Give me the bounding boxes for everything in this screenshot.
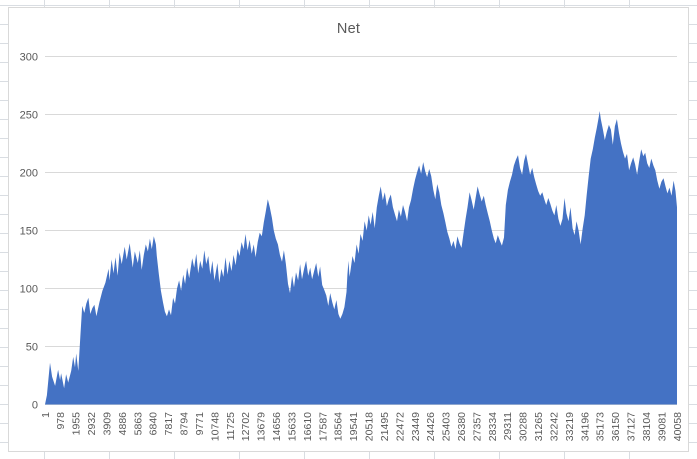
x-axis-label: 13679 xyxy=(256,412,268,441)
chart-title: Net xyxy=(336,21,361,37)
x-axis-label: 25403 xyxy=(441,412,453,441)
y-axis-label: 250 xyxy=(20,109,38,121)
x-axis-label: 31265 xyxy=(533,412,545,441)
x-axis-label: 978 xyxy=(55,412,67,430)
x-axis-label: 27357 xyxy=(471,412,483,441)
x-axis-label: 15633 xyxy=(286,412,298,441)
x-axis-label: 6840 xyxy=(148,412,160,436)
x-axis-label: 10748 xyxy=(209,412,221,441)
x-axis-label: 28334 xyxy=(487,412,499,441)
x-axis-label: 1955 xyxy=(71,412,83,436)
y-axis-label: 200 xyxy=(20,167,38,179)
area-chart-plot: 0 50 100 150 200 250 300 1 978 1955 2932 3909 4886 58… xyxy=(20,51,684,441)
x-axis-label: 9771 xyxy=(194,412,206,436)
x-axis-label: 24426 xyxy=(425,412,437,441)
x-axis-label: 37127 xyxy=(626,412,638,441)
x-axis-label: 30288 xyxy=(518,412,530,441)
x-axis-label: 20518 xyxy=(364,412,376,441)
y-axis-label: 300 xyxy=(20,51,38,63)
x-axis-label: 3909 xyxy=(102,412,114,436)
x-axis-label: 1 xyxy=(40,412,52,418)
x-axis-label: 34196 xyxy=(579,412,591,441)
x-axis-label: 12702 xyxy=(240,412,252,441)
x-axis-label: 40058 xyxy=(672,412,684,441)
y-axis-label: 100 xyxy=(20,283,38,295)
y-axis-label: 150 xyxy=(20,225,38,237)
x-axis-label: 2932 xyxy=(86,412,98,436)
x-axis-label: 32242 xyxy=(549,412,561,441)
x-axis-label: 36150 xyxy=(610,412,622,441)
x-axis-label: 11725 xyxy=(225,412,237,441)
x-axis-label: 4886 xyxy=(117,412,129,436)
x-axis-label: 35173 xyxy=(595,412,607,441)
chart-container[interactable]: Net 0 50 100 150 200 250 300 1 978 1955 2932 3909 48… xyxy=(8,7,689,452)
x-axis-label: 16610 xyxy=(302,412,314,441)
x-axis-label: 21495 xyxy=(379,412,391,441)
x-axis-label: 5863 xyxy=(132,412,144,436)
x-axis-label: 33219 xyxy=(564,412,576,441)
y-axis-label: 0 xyxy=(32,399,38,411)
x-axis-label: 14656 xyxy=(271,412,283,441)
x-axis-label: 39081 xyxy=(656,412,668,441)
x-axis-label: 18564 xyxy=(333,412,345,441)
x-axis-label: 26380 xyxy=(456,412,468,441)
x-axis-label: 7817 xyxy=(163,412,175,436)
y-axis-label: 50 xyxy=(26,341,38,353)
net-area-series xyxy=(45,111,677,405)
x-axis-label: 38104 xyxy=(641,412,653,441)
x-axis-label: 8794 xyxy=(179,412,191,436)
x-axis-label: 17587 xyxy=(317,412,329,441)
x-axis-label: 29311 xyxy=(502,412,514,441)
x-axis-label: 23449 xyxy=(410,412,422,441)
x-axis-label: 19541 xyxy=(348,412,360,441)
x-axis-label: 22472 xyxy=(394,412,406,441)
